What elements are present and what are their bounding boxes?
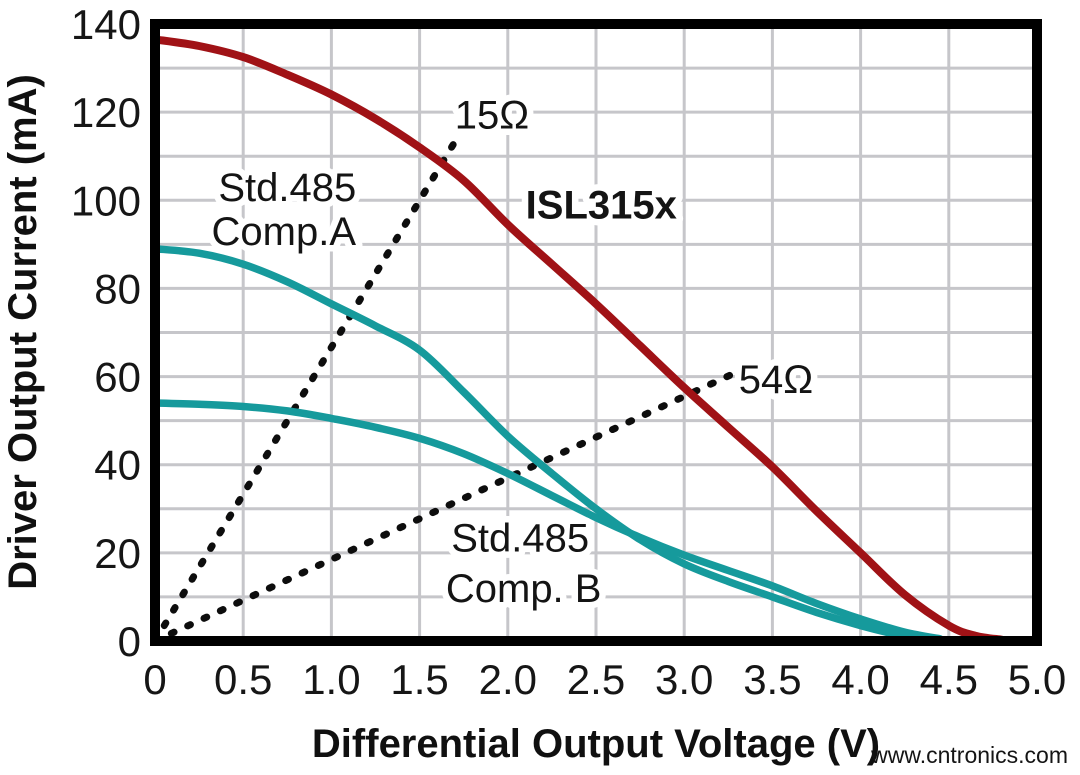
curve-label-std-485: Std.485 — [451, 516, 589, 560]
x-tick-label: 0.5 — [214, 656, 272, 703]
y-tick-label: 100 — [71, 177, 141, 224]
y-tick-label: 80 — [94, 265, 141, 312]
x-tick-label: 3.5 — [743, 656, 801, 703]
y-tick-label: 140 — [71, 1, 141, 48]
curve-54-ohm-load-line — [151, 370, 736, 645]
y-tick-label: 0 — [118, 618, 141, 665]
y-axis-tick-labels: 0 20 40 60 80 100 120 140 — [71, 1, 141, 665]
curve-label-comp-b: Comp. B — [446, 567, 602, 611]
curve-isl315x — [151, 35, 1006, 644]
x-tick-label: 0 — [143, 656, 166, 703]
curve-label-15-: 15Ω — [455, 93, 529, 137]
x-axis-tick-labels: 0 0.5 1.0 1.5 2.0 2.5 3.0 3.5 4.0 4.5 5.0 — [143, 656, 1066, 703]
y-tick-label: 20 — [94, 530, 141, 577]
curve-std-485-comp-b — [151, 399, 944, 643]
x-tick-label: 1.5 — [390, 656, 448, 703]
watermark: www.cntronics.com — [870, 742, 1068, 768]
data-series — [151, 35, 1006, 645]
curve-label-54-: 54Ω — [739, 358, 813, 402]
curve-label-std-485: Std.485 — [218, 166, 356, 210]
curve-label-comp-a: Comp.A — [212, 210, 357, 254]
x-tick-label: 4.0 — [831, 656, 889, 703]
x-tick-label: 3.0 — [655, 656, 713, 703]
y-tick-label: 40 — [94, 442, 141, 489]
x-tick-label: 2.0 — [479, 656, 537, 703]
curve-15-ohm-load-line — [151, 138, 459, 645]
x-tick-label: 5.0 — [1008, 656, 1066, 703]
x-tick-label: 2.5 — [567, 656, 625, 703]
y-tick-label: 60 — [94, 354, 141, 401]
curve-std-485-comp-a — [151, 245, 927, 643]
gridlines — [155, 24, 1037, 641]
x-tick-label: 1.0 — [302, 656, 360, 703]
x-axis-title: Differential Output Voltage (V) — [312, 722, 880, 766]
curve-label-isl315x: ISL315x — [526, 184, 677, 228]
x-tick-label: 4.5 — [920, 656, 978, 703]
y-tick-label: 120 — [71, 89, 141, 136]
y-axis-title: Driver Output Current (mA) — [1, 74, 45, 590]
plot-border — [150, 19, 1042, 646]
